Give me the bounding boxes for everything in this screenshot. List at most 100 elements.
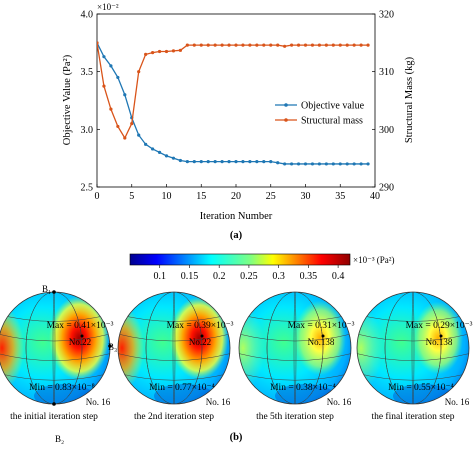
sphere-max-region <box>293 300 347 376</box>
max-point-marker <box>439 334 443 338</box>
point-mass <box>185 43 189 47</box>
mesh-parallel <box>357 314 469 322</box>
min-label: Min = 0.83×10⁻⁸ <box>29 383 95 393</box>
point-mass <box>276 43 280 47</box>
mesh-parallel <box>357 372 469 381</box>
point-objective <box>255 160 259 164</box>
min-node-label: No. 16 <box>327 397 352 407</box>
sphere-surface <box>118 292 230 404</box>
point-objective <box>262 160 266 164</box>
x-tick-label: 40 <box>370 191 380 202</box>
point-mass <box>290 43 294 47</box>
max-label: Max = 0.41×10⁻³ <box>47 321 114 331</box>
right-tick-label: 310 <box>379 67 394 78</box>
point-objective <box>157 150 162 154</box>
point-objective <box>338 162 342 166</box>
point-mass <box>262 43 266 47</box>
point-mass <box>317 43 321 47</box>
left-axis-exponent: ×10⁻² <box>97 2 119 12</box>
colorbar-ticks: 0.1 0.15 0.2 0.25 0.3 0.35 0.4 <box>153 265 344 282</box>
point-mass <box>296 43 301 47</box>
legend: Objective value Structural mass <box>275 101 365 127</box>
sphere-outline <box>238 291 352 405</box>
sphere-panel: Max = 0.41×10⁻³ No.22 Min = 0.83×10⁻⁸ No. 1… <box>0 291 114 422</box>
mesh-meridian <box>293 292 297 404</box>
point-objective <box>199 160 203 164</box>
left-tick-label: 2.5 <box>81 183 94 194</box>
point-mass <box>220 43 224 47</box>
point-mass <box>109 107 113 111</box>
point-mass <box>206 43 210 47</box>
colorbar-unit: ×10⁻³ (Pa²) <box>353 255 394 265</box>
mesh-parallel <box>0 333 110 342</box>
mesh-meridian <box>145 292 203 404</box>
sphere-left-hot-region <box>239 306 265 390</box>
mesh-parallel <box>118 353 230 361</box>
sphere-caption: the 5th iteration step <box>256 412 334 422</box>
mesh-parallel <box>0 353 110 361</box>
point-objective <box>171 156 176 160</box>
series-line-objective <box>97 42 369 165</box>
colorbar-tick-label: 0.4 <box>332 271 345 282</box>
sphere-panel: Max = 0.29×10⁻³ No.138 Min = 0.55×10⁻⁴ No. … <box>356 291 473 422</box>
mesh-meridian <box>25 292 83 404</box>
point-objective <box>283 162 287 166</box>
point-objective <box>290 162 294 166</box>
point-marker-b1 <box>52 290 56 294</box>
min-label: Min = 0.77×10⁻⁴ <box>149 383 215 393</box>
mesh-parallel <box>118 314 230 322</box>
max-label: Max = 0.31×10⁻³ <box>288 321 355 331</box>
point-mass <box>303 43 308 47</box>
colorbar-tick-label: 0.25 <box>240 271 258 282</box>
sphere-caption: the initial iteration step <box>10 412 98 422</box>
point-objective <box>137 133 141 137</box>
point-mass <box>164 49 169 54</box>
point-mass <box>157 49 162 54</box>
point-objective <box>116 75 120 80</box>
point-mass <box>283 44 287 48</box>
colorbar-tick-label: 0.3 <box>272 271 285 282</box>
left-axis-label: Objective Value (Pa²) <box>62 54 73 145</box>
max-node-label: No.22 <box>189 337 211 347</box>
point-objective <box>123 93 127 97</box>
point-objective <box>366 162 370 166</box>
sphere-caption: the 2nd iteration step <box>134 412 214 422</box>
min-node-label: No. 16 <box>206 397 231 407</box>
sphere-max-region <box>49 296 109 380</box>
mesh-parallel <box>239 372 351 381</box>
legend-label-objective: Objective value <box>301 101 365 112</box>
sphere-left-hot-region <box>357 306 383 390</box>
point-objective <box>192 160 196 164</box>
point-mass <box>192 43 196 47</box>
point-objective <box>164 154 169 158</box>
point-mass <box>171 49 176 53</box>
x-axis-label: Iteration Number <box>200 211 273 222</box>
point-label-b1: B₁ <box>42 284 51 294</box>
point-mass <box>352 43 356 47</box>
legend-label-mass: Structural mass <box>301 116 363 127</box>
sphere-max-region <box>169 296 229 380</box>
right-axis-label: Structural Mass (kg) <box>404 56 415 143</box>
point-mass <box>213 43 217 47</box>
point-mass <box>97 41 99 45</box>
series-line-mass <box>97 42 369 140</box>
point-objective <box>303 162 308 166</box>
point-marker-b2 <box>52 402 56 406</box>
point-objective <box>227 160 231 164</box>
mesh-meridian <box>411 292 415 404</box>
x-tick-label: 10 <box>162 191 172 202</box>
left-axis-ticks: 2.5 3.0 3.5 4.0 <box>81 10 100 194</box>
max-label: Max = 0.39×10⁻³ <box>167 321 234 331</box>
max-node-label: No.138 <box>426 337 453 347</box>
x-tick-label: 0 <box>95 191 100 202</box>
series-layer <box>97 41 370 166</box>
panel-a-label: (a) <box>230 230 243 241</box>
point-objective <box>213 160 217 164</box>
point-mass <box>199 43 203 47</box>
point-objective <box>234 160 238 164</box>
left-tick-label: 3.5 <box>81 67 94 78</box>
sphere-outline <box>117 291 231 405</box>
sphere-max-region <box>412 301 464 375</box>
sphere-surface <box>357 292 469 404</box>
